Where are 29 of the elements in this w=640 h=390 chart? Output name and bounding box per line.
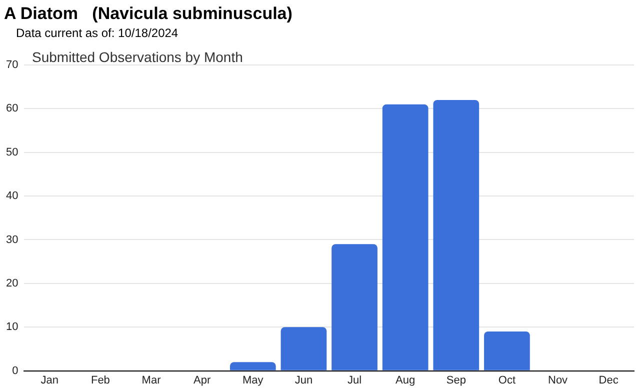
x-tick-label: Jun — [294, 374, 313, 386]
x-tick-label: Aug — [396, 374, 416, 386]
x-tick-label: Mar — [142, 374, 162, 386]
y-tick-label: 70 — [6, 59, 18, 72]
y-tick-label: 50 — [6, 146, 18, 158]
x-tick-label: Oct — [498, 374, 516, 386]
y-tick-label: 40 — [6, 190, 18, 202]
y-tick-label: 20 — [6, 277, 18, 290]
x-tick-label: Jan — [40, 374, 59, 386]
bar — [230, 362, 276, 370]
y-tick-label: 0 — [12, 364, 18, 377]
chart-subtitle: Data current as of: 10/18/2024 — [16, 26, 178, 40]
x-tick-label: Sep — [446, 374, 466, 386]
y-tick-label: 30 — [6, 234, 18, 246]
x-tick-label: Jul — [347, 374, 362, 386]
chart-title: A Diatom (Navicula subminuscula) — [4, 4, 292, 24]
bar — [280, 327, 327, 370]
y-tick-label: 60 — [6, 102, 18, 115]
y-tick-label: 10 — [6, 321, 18, 334]
bar — [382, 104, 428, 370]
x-tick-label: May — [242, 374, 264, 386]
x-tick-label: Feb — [90, 374, 110, 386]
x-tick-label: Nov — [548, 374, 568, 386]
x-tick-label: Dec — [598, 374, 619, 386]
annotation: Submitted Observations by Month — [32, 49, 243, 65]
bar — [332, 244, 378, 370]
bar — [433, 100, 480, 370]
x-tick-label: Apr — [194, 374, 211, 386]
bar — [484, 331, 530, 370]
